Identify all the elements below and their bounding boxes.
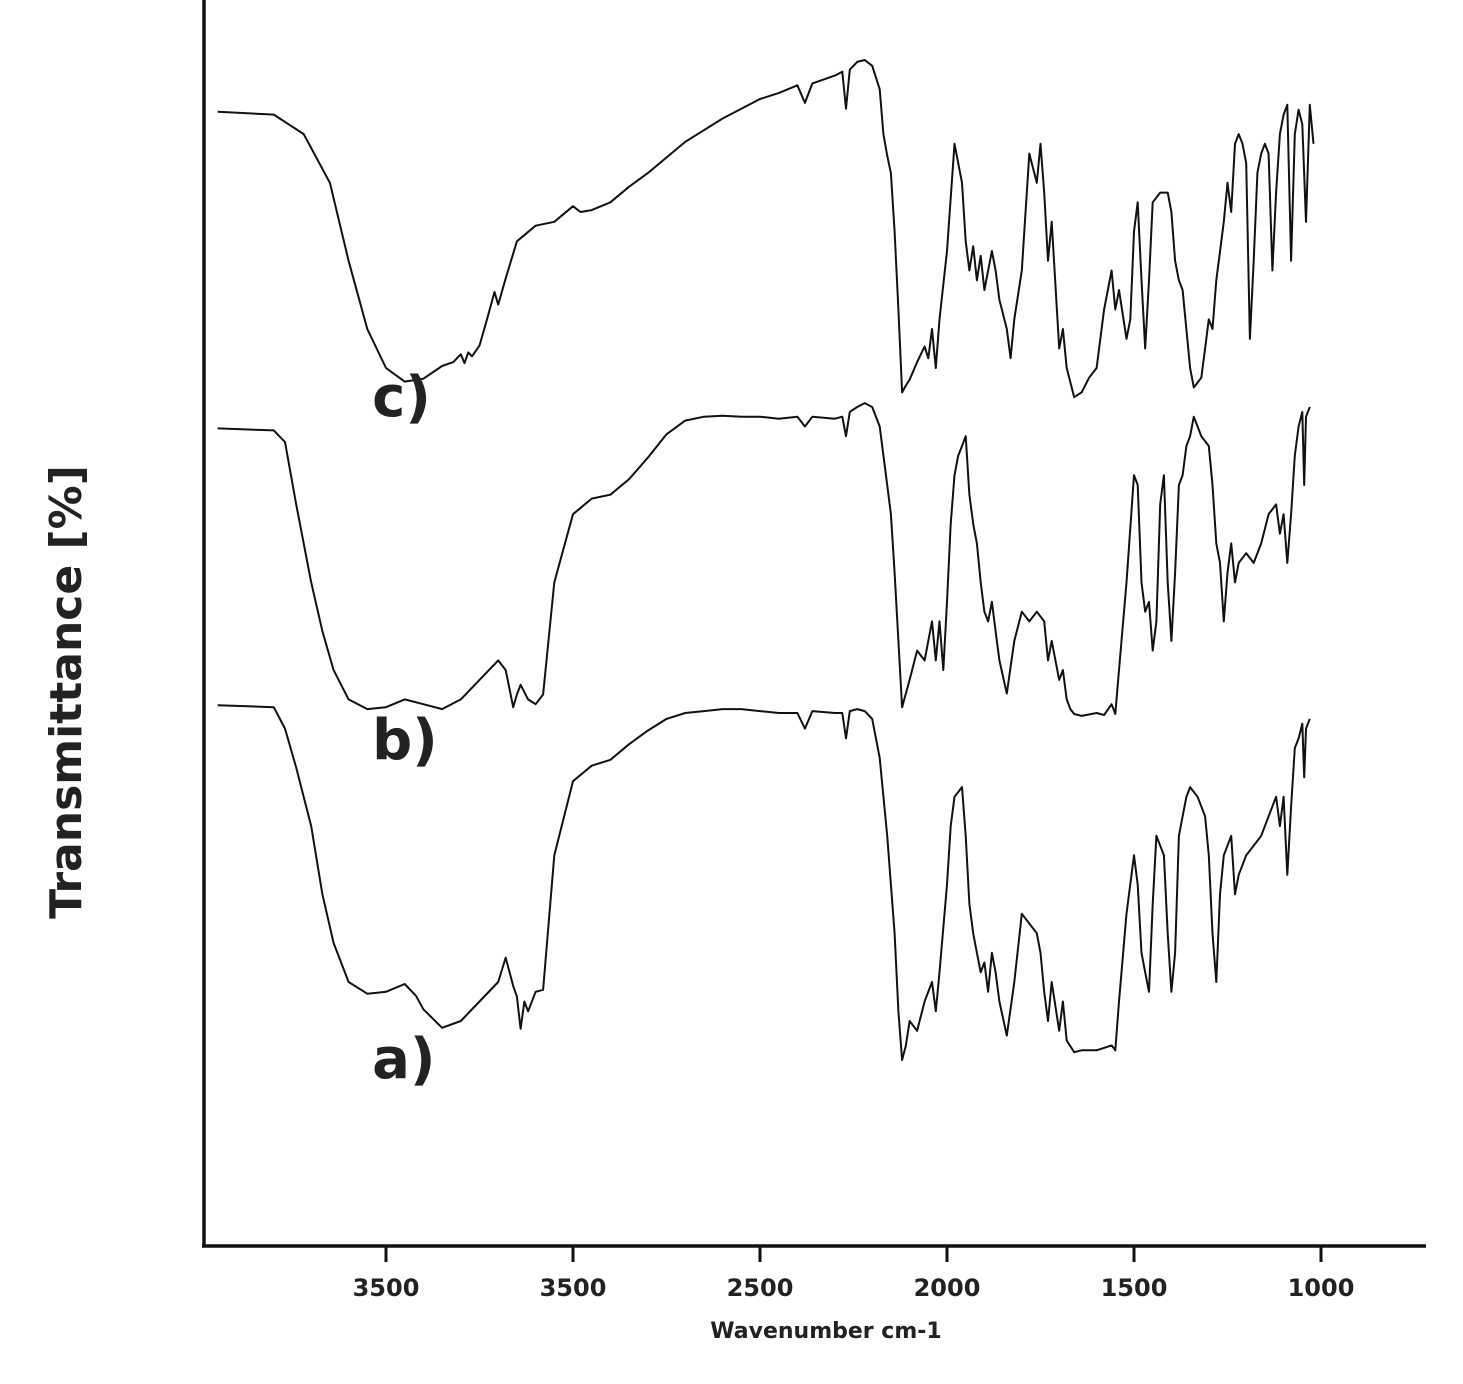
spectrum-line-c	[217, 59, 1315, 399]
series-label-b: b)	[372, 708, 438, 773]
spectrum-line-b	[217, 402, 1311, 717]
x-axis-label: Wavenumber cm-1	[710, 1319, 941, 1344]
x-tick-label: 3500	[353, 1274, 420, 1302]
series-label-c: c)	[372, 365, 431, 430]
spectrum-line-a	[217, 704, 1311, 1061]
series-label-layer: c) b) a)	[372, 365, 438, 1092]
x-tick-label: 2000	[914, 1274, 981, 1302]
x-tick-label: 1500	[1101, 1274, 1168, 1302]
x-tick-label: 2500	[727, 1274, 794, 1302]
y-axis-label: Transmittance [%]	[41, 465, 92, 919]
series-layer	[217, 59, 1315, 1061]
x-tick-label: 3500	[540, 1274, 607, 1302]
x-tick-label: 1000	[1288, 1274, 1355, 1302]
x-tick-layer: 3500 3500 2500 2000 1500 1000	[353, 1246, 1355, 1302]
series-label-a: a)	[372, 1027, 435, 1092]
